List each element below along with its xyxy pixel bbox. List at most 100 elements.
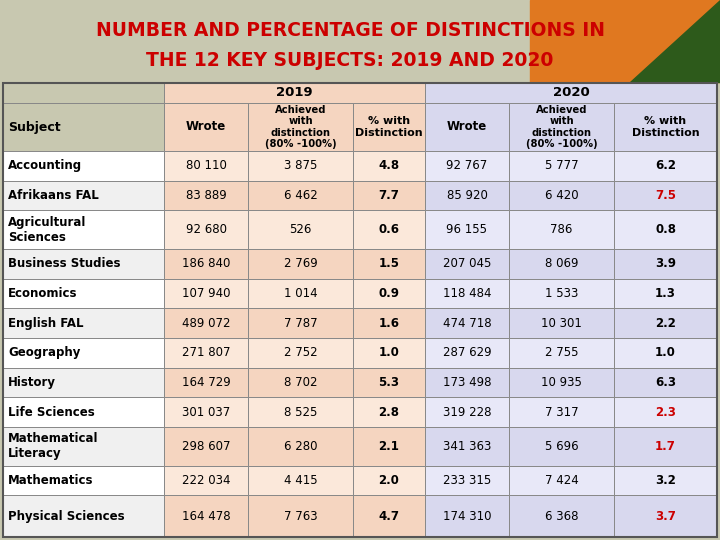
- Text: 96 155: 96 155: [446, 223, 487, 236]
- Bar: [164, 83, 425, 103]
- Text: 1.3: 1.3: [655, 287, 676, 300]
- Text: Business Studies: Business Studies: [8, 258, 120, 271]
- Text: Achieved
with
distinction
(80% -100%): Achieved with distinction (80% -100%): [265, 105, 336, 150]
- Bar: [3, 181, 164, 211]
- Bar: [614, 103, 717, 151]
- Polygon shape: [530, 0, 720, 82]
- Bar: [164, 338, 248, 368]
- Bar: [509, 338, 614, 368]
- Bar: [164, 465, 248, 495]
- Text: 5 777: 5 777: [545, 159, 578, 172]
- Bar: [425, 83, 717, 103]
- Text: 8 702: 8 702: [284, 376, 318, 389]
- Text: History: History: [8, 376, 56, 389]
- Bar: [425, 151, 509, 181]
- Bar: [3, 151, 164, 181]
- Bar: [353, 495, 425, 537]
- Bar: [353, 368, 425, 397]
- Bar: [353, 279, 425, 308]
- Bar: [248, 397, 353, 427]
- Text: Life Sciences: Life Sciences: [8, 406, 95, 419]
- Bar: [614, 397, 717, 427]
- Text: 3.7: 3.7: [655, 510, 676, 523]
- Text: 8 525: 8 525: [284, 406, 318, 419]
- Text: 2.0: 2.0: [379, 474, 400, 487]
- Text: 1.0: 1.0: [379, 346, 400, 360]
- Bar: [353, 338, 425, 368]
- Text: 2.2: 2.2: [655, 317, 676, 330]
- Text: 85 920: 85 920: [446, 189, 487, 202]
- Text: Subject: Subject: [8, 120, 60, 133]
- Text: NUMBER AND PERCENTAGE OF DISTINCTIONS IN: NUMBER AND PERCENTAGE OF DISTINCTIONS IN: [96, 21, 605, 39]
- Text: Economics: Economics: [8, 287, 78, 300]
- Text: 1 533: 1 533: [545, 287, 578, 300]
- Text: 341 363: 341 363: [443, 440, 491, 453]
- Text: 2 752: 2 752: [284, 346, 318, 360]
- Text: 526: 526: [289, 223, 312, 236]
- Bar: [614, 279, 717, 308]
- Bar: [509, 397, 614, 427]
- Bar: [164, 211, 248, 249]
- Bar: [509, 279, 614, 308]
- Bar: [509, 151, 614, 181]
- Bar: [509, 211, 614, 249]
- Text: 1.7: 1.7: [655, 440, 676, 453]
- Bar: [425, 211, 509, 249]
- Text: 118 484: 118 484: [443, 287, 491, 300]
- Text: 7 317: 7 317: [545, 406, 578, 419]
- Text: Accounting: Accounting: [8, 159, 82, 172]
- Bar: [248, 427, 353, 465]
- Bar: [3, 338, 164, 368]
- Text: 4.8: 4.8: [379, 159, 400, 172]
- Bar: [425, 397, 509, 427]
- Bar: [3, 103, 164, 151]
- Bar: [353, 308, 425, 338]
- Bar: [425, 495, 509, 537]
- Bar: [509, 495, 614, 537]
- Text: 2019: 2019: [276, 86, 312, 99]
- Bar: [425, 465, 509, 495]
- Text: 2.3: 2.3: [655, 406, 676, 419]
- Text: 7.5: 7.5: [655, 189, 676, 202]
- Bar: [614, 427, 717, 465]
- Text: 298 607: 298 607: [181, 440, 230, 453]
- Bar: [164, 151, 248, 181]
- Text: 6.2: 6.2: [655, 159, 676, 172]
- Text: 164 478: 164 478: [181, 510, 230, 523]
- Text: 0.8: 0.8: [655, 223, 676, 236]
- Bar: [614, 368, 717, 397]
- Text: 174 310: 174 310: [443, 510, 491, 523]
- Text: 5.3: 5.3: [379, 376, 400, 389]
- Bar: [3, 397, 164, 427]
- Text: 2 769: 2 769: [284, 258, 318, 271]
- Bar: [509, 308, 614, 338]
- Text: % with
Distinction: % with Distinction: [631, 116, 699, 138]
- Text: 6 420: 6 420: [545, 189, 578, 202]
- Text: 3.9: 3.9: [655, 258, 676, 271]
- Bar: [425, 338, 509, 368]
- Text: 287 629: 287 629: [443, 346, 491, 360]
- Text: 6 368: 6 368: [545, 510, 578, 523]
- Text: 271 807: 271 807: [181, 346, 230, 360]
- Text: 474 718: 474 718: [443, 317, 491, 330]
- Bar: [614, 495, 717, 537]
- Text: 6 280: 6 280: [284, 440, 318, 453]
- Text: 0.6: 0.6: [379, 223, 400, 236]
- Bar: [353, 397, 425, 427]
- Bar: [353, 465, 425, 495]
- Bar: [248, 181, 353, 211]
- Bar: [509, 249, 614, 279]
- Text: 1 014: 1 014: [284, 287, 318, 300]
- Bar: [353, 181, 425, 211]
- Bar: [3, 83, 164, 103]
- Text: 489 072: 489 072: [181, 317, 230, 330]
- Bar: [3, 308, 164, 338]
- Text: 301 037: 301 037: [182, 406, 230, 419]
- Bar: [248, 279, 353, 308]
- Bar: [164, 103, 248, 151]
- Text: 6.3: 6.3: [655, 376, 676, 389]
- Bar: [248, 495, 353, 537]
- Bar: [3, 495, 164, 537]
- Bar: [3, 249, 164, 279]
- Bar: [614, 249, 717, 279]
